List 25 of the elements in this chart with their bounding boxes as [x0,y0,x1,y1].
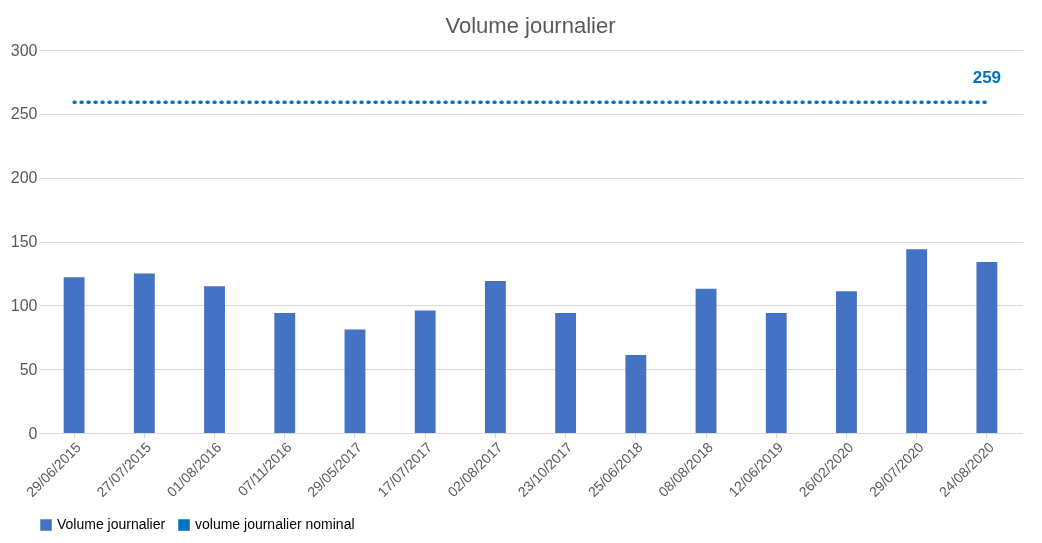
bar [133,273,155,433]
y-tick-label: 200 [10,169,38,187]
bar [414,310,436,433]
legend-label: Volume journalier [57,516,166,532]
legend-label: volume journalier nominal [195,516,355,532]
y-tick-label: 100 [10,296,38,314]
data-label: 259 [972,68,1002,88]
bar [344,329,366,433]
bar [204,286,225,433]
bar [555,312,577,433]
bar [274,312,296,433]
bar [836,291,857,433]
bar [695,288,717,433]
chart-title: Volume journalier [445,13,616,38]
y-tick-label: 300 [10,41,38,59]
y-tick-label: 0 [28,424,38,442]
y-tick-label: 150 [10,233,38,250]
bar [484,281,506,433]
bar [625,355,647,433]
bar [976,261,998,433]
bar [765,312,787,433]
bar [63,277,85,433]
y-tick-label: 250 [10,105,38,123]
y-tick-label: 50 [19,360,38,378]
bar [906,249,928,433]
